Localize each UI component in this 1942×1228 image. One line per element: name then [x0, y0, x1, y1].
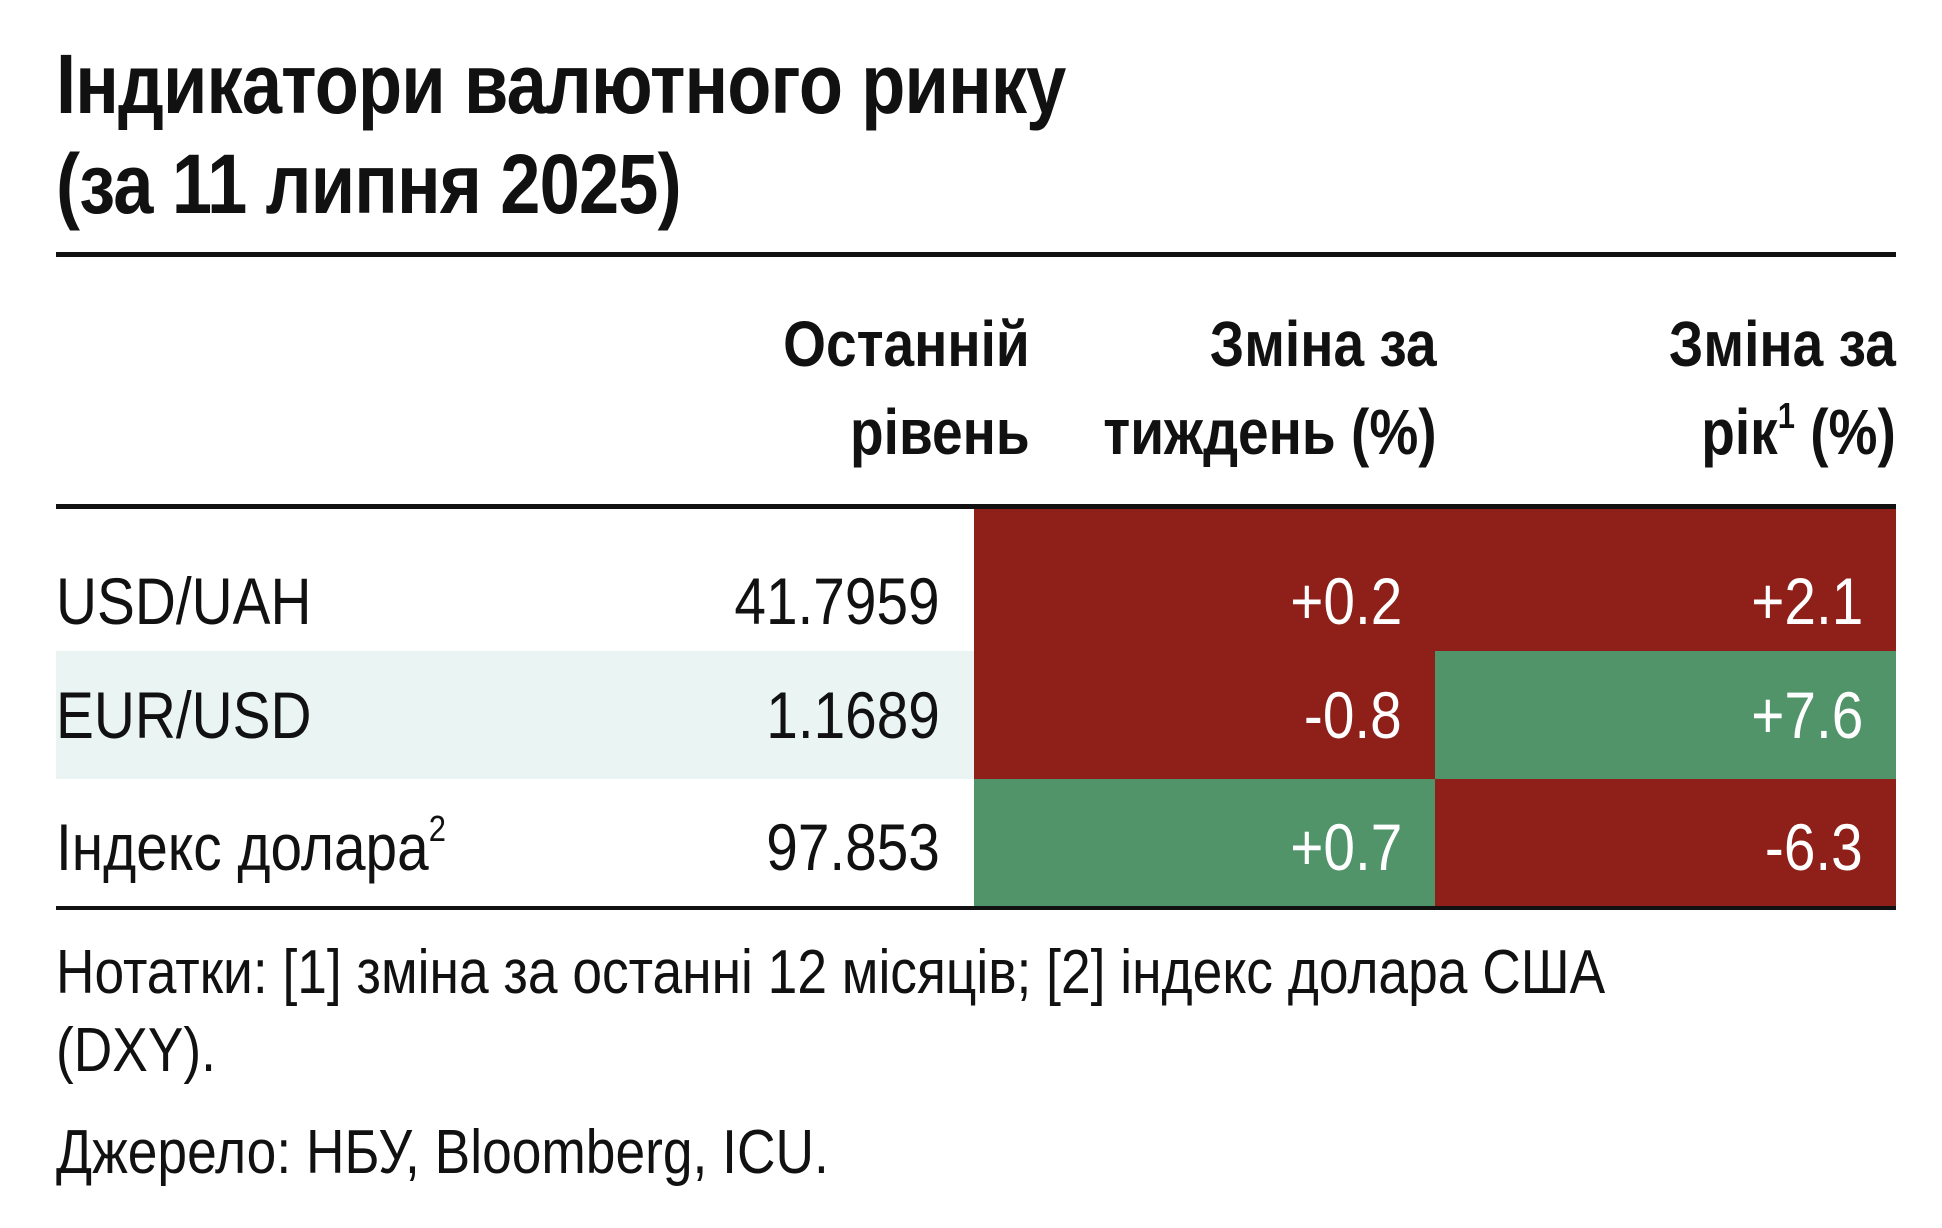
header-week-change: Зміна за тиждень (%) [1103, 308, 1437, 468]
header-year-change: Зміна за рік1 (%) [1669, 308, 1896, 468]
footnote-marker-1: 1 [1777, 394, 1796, 436]
header-last-level: Останній рівень [783, 308, 1030, 468]
footnote-marker-2: 2 [428, 808, 446, 849]
week-change-cell: +0.7 [974, 779, 1435, 906]
week-change-cell: -0.8 [974, 651, 1435, 779]
table-row: +0.7 -6.3 Індекс долара2 97.853 [56, 779, 1896, 906]
title-line-1: Індикатори валютного ринку [56, 37, 1066, 131]
year-change-cell: +2.1 [1435, 509, 1896, 651]
last-level-value: 1.1689 [766, 678, 940, 752]
bottom-rule [56, 906, 1896, 910]
row-band [56, 779, 974, 906]
row-band [56, 651, 974, 779]
table-row: +0.2 +2.1 USD/UAH 41.7959 [56, 509, 1896, 651]
last-level-value: 97.853 [766, 810, 940, 884]
row-label: Індекс долара2 [56, 808, 446, 884]
row-band [56, 509, 974, 651]
last-level-value: 41.7959 [734, 564, 940, 638]
table-row: -0.8 +7.6 EUR/USD 1.1689 [56, 651, 1896, 779]
row-label: EUR/USD [56, 678, 312, 752]
table-notes: Нотатки: [1] зміна за останні 12 місяців… [56, 938, 1606, 1085]
page-title: Індикатори валютного ринку (за 11 липня … [56, 34, 1638, 234]
week-change-cell: +0.2 [974, 509, 1435, 651]
year-change-cell: -6.3 [1435, 779, 1896, 906]
row-label: USD/UAH [56, 564, 312, 638]
table-source: Джерело: НБУ, Bloomberg, ICU. [56, 1118, 829, 1187]
top-rule [56, 252, 1896, 257]
title-line-2: (за 11 липня 2025) [56, 137, 682, 231]
year-change-cell: +7.6 [1435, 651, 1896, 779]
header-rule [56, 504, 1896, 509]
